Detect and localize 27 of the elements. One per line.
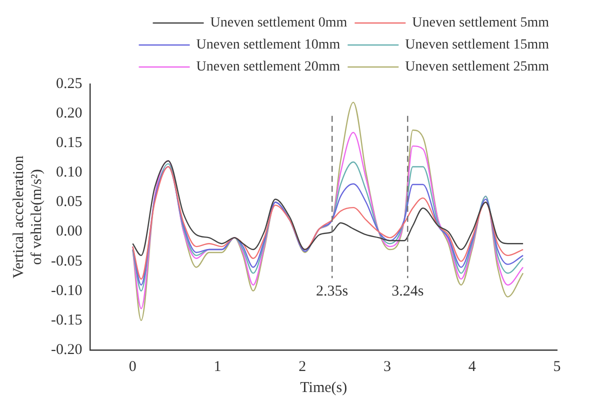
y-tick-label: 0.20 bbox=[56, 105, 82, 122]
legend-label: Uneven settlement 15mm bbox=[405, 38, 550, 53]
y-tick-label: 0.10 bbox=[56, 164, 82, 181]
y-tick-label: -0.20 bbox=[50, 342, 82, 358]
y-tick-label: -0.10 bbox=[50, 282, 82, 299]
ref-line-label: 2.35s bbox=[316, 284, 348, 300]
x-tick-label: 3 bbox=[384, 358, 392, 375]
x-tick-label: 4 bbox=[468, 358, 476, 375]
y-tick-label: -0.15 bbox=[50, 312, 82, 328]
y-tick-label: -0.05 bbox=[50, 253, 82, 270]
legend-label: Uneven settlement 5mm bbox=[412, 16, 550, 31]
x-axis-title: Time(s) bbox=[300, 380, 348, 396]
legend-label: Uneven settlement 25mm bbox=[405, 60, 550, 75]
x-tick-label: 0 bbox=[128, 358, 136, 375]
y-axis-title: Vertical acceleration of vehicle(m/s²) bbox=[10, 155, 45, 278]
y-tick-label: 0.15 bbox=[56, 135, 82, 152]
x-tick-label: 2 bbox=[298, 358, 306, 375]
legend-label: Uneven settlement 20mm bbox=[196, 60, 340, 75]
x-tick-label: 5 bbox=[553, 358, 561, 375]
ref-line-label: 3.24s bbox=[392, 284, 424, 300]
x-tick-label: 1 bbox=[214, 358, 222, 375]
y-tick-label: 0.05 bbox=[56, 194, 82, 210]
line-series bbox=[132, 160, 524, 256]
y-tick-label: 0.25 bbox=[56, 76, 82, 92]
legend-label: Uneven settlement 10mm bbox=[196, 38, 340, 53]
y-tick-label: 0.00 bbox=[56, 224, 82, 240]
legend-label: Uneven settlement 0mm bbox=[210, 16, 348, 31]
